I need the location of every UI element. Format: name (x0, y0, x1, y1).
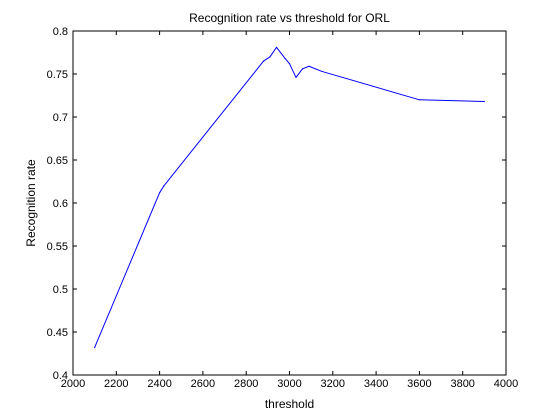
x-tick-label: 3800 (450, 378, 474, 390)
y-tick-label: 0.65 (47, 155, 68, 167)
y-tick-label: 0.6 (53, 198, 68, 210)
data-point (288, 63, 291, 65)
y-tick-label: 0.7 (53, 112, 68, 124)
y-tick-label: 0.45 (47, 327, 68, 339)
plot-frame (72, 30, 507, 376)
x-tick-label: 2200 (104, 378, 128, 390)
data-point (483, 100, 485, 103)
data-point (159, 192, 161, 194)
x-tick-label: 3600 (407, 378, 431, 390)
data-point (284, 57, 286, 60)
data-point (295, 76, 297, 79)
chart-title: Recognition rate vs threshold for ORL (189, 11, 390, 25)
y-tick-label: 0.75 (47, 69, 68, 81)
x-tick-label: 4000 (494, 378, 518, 390)
plot-area (73, 31, 506, 375)
x-tick-label: 2000 (61, 378, 85, 390)
data-point (94, 346, 96, 349)
x-axis-label: threshold (265, 397, 314, 411)
data-point (262, 60, 265, 62)
data-point (269, 56, 271, 58)
data-point (301, 68, 304, 70)
x-tick-label: 2800 (234, 378, 258, 390)
y-tick-label: 0.5 (53, 284, 68, 296)
y-axis-label: Recognition rate (24, 159, 38, 247)
data-point (275, 46, 278, 48)
data-point (308, 65, 310, 67)
y-tick-label: 0.8 (53, 26, 68, 38)
x-tick-label: 3400 (364, 378, 388, 390)
x-tick-label: 3000 (277, 378, 301, 390)
x-tick-label: 2600 (191, 378, 215, 390)
y-tick-label: 0.55 (47, 241, 68, 253)
x-tick-label: 3200 (321, 378, 345, 390)
data-point (418, 99, 420, 101)
x-tick-label: 2400 (147, 378, 171, 390)
series-layer (94, 46, 485, 349)
y-tick-label: 0.4 (53, 370, 68, 382)
data-point (163, 185, 165, 187)
series-line-0 (94, 46, 485, 348)
axis-ticks: 2000 2200 2400 2600 2800 3000 3200 3400 3600 3800… (47, 26, 519, 390)
data-point (321, 70, 323, 73)
